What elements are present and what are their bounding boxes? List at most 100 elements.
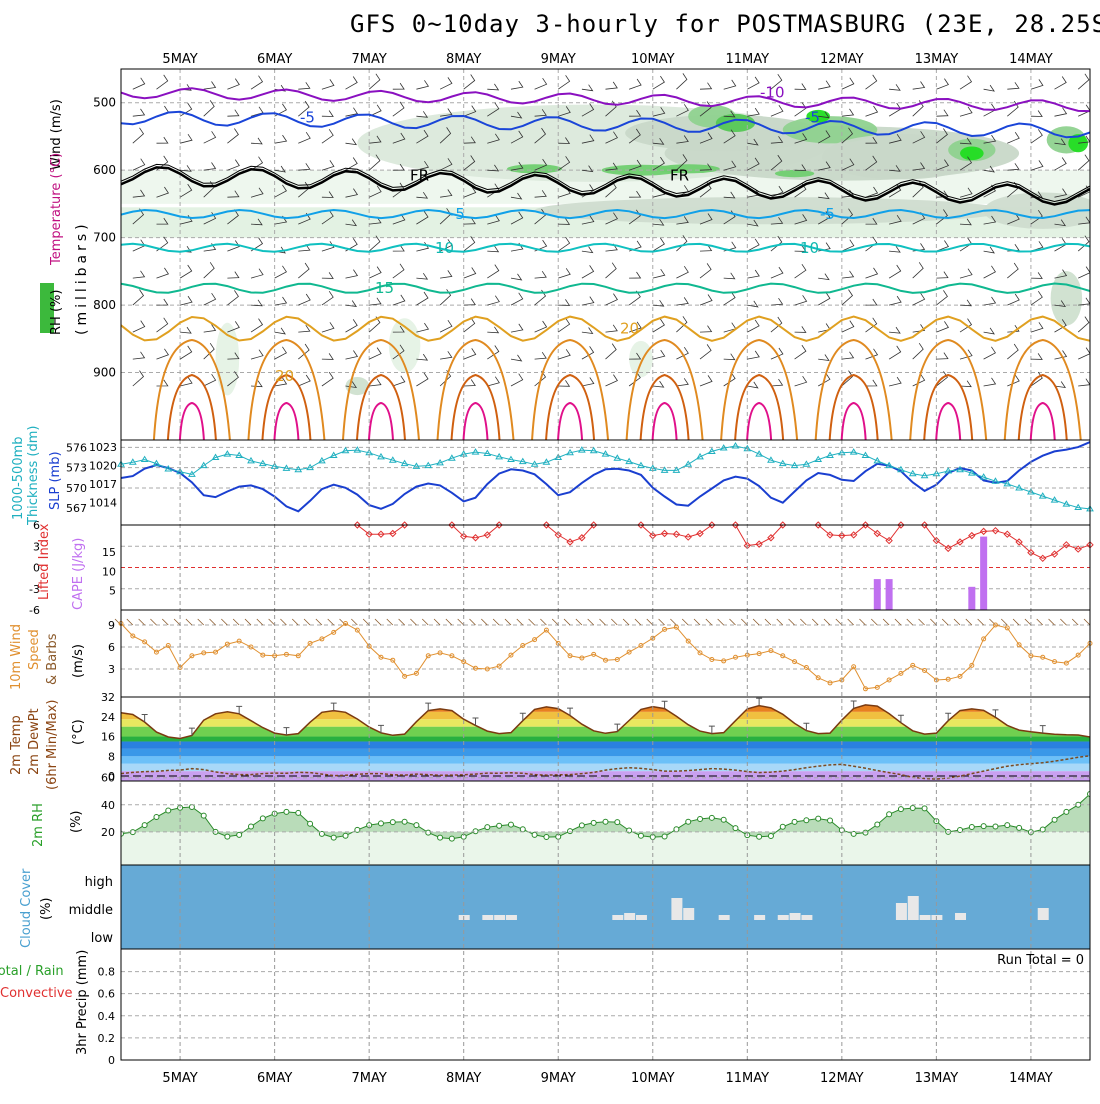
wind-barb-10m <box>682 619 688 625</box>
wind-barb-10m <box>954 619 960 625</box>
rh-tick-label: 40 <box>101 799 115 812</box>
date-label-bottom: 10MAY <box>631 1071 675 1086</box>
wind-barb-10m <box>529 619 535 625</box>
cape-tick-label: 10 <box>102 565 116 578</box>
rh-marker <box>414 823 419 828</box>
wind-barb-10m <box>257 619 263 625</box>
isotherm-label: 20 <box>620 320 639 338</box>
date-label-bottom: 9MAY <box>541 1071 576 1086</box>
cape-bar <box>886 579 893 610</box>
thickness-tick-label: 570 <box>66 482 87 495</box>
label-thickness: 1000-500mb <box>11 436 26 520</box>
wind-barb-10m <box>304 619 310 625</box>
wind-barb-10m <box>517 619 523 625</box>
wind-barb-10m <box>588 619 594 625</box>
temp-color-band <box>121 727 1090 737</box>
label-thickness2: Thickness (dm) <box>26 426 41 526</box>
isotherm-label: -5 <box>805 109 820 127</box>
run-total: Run Total = 0 <box>997 953 1084 968</box>
wind-barb-10m <box>907 619 913 625</box>
isotherm-label: -5 <box>820 205 835 223</box>
wind-barb-10m <box>659 619 665 625</box>
slp-tick-label: 1020 <box>89 460 117 473</box>
label-wind10-b: Speed <box>27 629 42 670</box>
rh-marker <box>709 815 714 820</box>
wind-barb-10m <box>1049 619 1055 625</box>
rh-marker <box>449 836 454 841</box>
wind-barb-10m <box>706 619 712 625</box>
rh-marker <box>473 829 478 834</box>
temp-minmax-bar <box>1040 726 1046 733</box>
temp-color-band <box>121 697 1090 712</box>
rh-marker <box>804 818 809 823</box>
date-label-bottom: 7MAY <box>352 1071 387 1086</box>
label-wind10-a: 10m Wind <box>9 624 24 690</box>
wind-barb-10m <box>859 619 865 625</box>
temp-color-band <box>121 749 1090 756</box>
li-line <box>736 525 783 546</box>
rh-marker <box>733 826 738 831</box>
rh-marker <box>284 809 289 814</box>
isotherm-label: 15 <box>375 279 394 297</box>
wind-barb-10m <box>930 619 936 625</box>
date-label-top: 5MAY <box>162 52 197 67</box>
label-temp2m-b: 2m DewPt <box>27 708 42 775</box>
rh-marker <box>260 816 265 821</box>
rh-tick-label: 60 <box>101 772 115 785</box>
wind-barb-10m <box>292 619 298 625</box>
wind-barb-10m <box>410 619 416 625</box>
label-temp2m-a: 2m Temp <box>9 715 24 775</box>
wind-barb-10m <box>198 619 204 625</box>
rh-marker <box>662 834 667 839</box>
wind-barb-10m <box>753 619 759 625</box>
wind-barb-10m <box>422 619 428 625</box>
cloud-panel-bg <box>121 865 1090 949</box>
rh-marker <box>378 821 383 826</box>
wind-barb-10m <box>363 619 369 625</box>
cloud-bar <box>671 898 682 920</box>
date-label-bottom: 6MAY <box>257 1071 292 1086</box>
wind-barb-10m <box>1084 619 1090 625</box>
cloud-tick-label: high <box>85 875 113 890</box>
wind-barb-10m <box>824 619 830 625</box>
cloud-bar <box>754 915 765 920</box>
wind-barb-10m <box>493 619 499 625</box>
date-label-top: 9MAY <box>541 52 576 67</box>
precip-tick-label: 0 <box>108 1054 115 1067</box>
wind-barb-10m <box>848 619 854 625</box>
cloud-tick-label: low <box>91 931 114 946</box>
wind-barb-10m <box>871 619 877 625</box>
thickness-tick-label: 573 <box>66 462 87 475</box>
wind-tick-label: 3 <box>108 663 115 676</box>
wind-barb-10m <box>162 619 168 625</box>
rh-marker <box>686 819 691 824</box>
isotherm-label: -5 <box>300 109 315 127</box>
date-label-top: 11MAY <box>726 52 770 67</box>
rh-marker <box>1052 817 1057 822</box>
panel-frame-wind <box>121 610 1090 697</box>
rh-marker <box>910 806 915 811</box>
cloud-bar <box>801 915 812 920</box>
wind-barb-10m <box>245 619 251 625</box>
wind-barb-10m <box>789 619 795 625</box>
isotherm-label: FR <box>670 167 689 185</box>
rh-marker <box>1017 825 1022 830</box>
wind-barb-10m <box>316 619 322 625</box>
temp-color-band <box>121 741 1090 748</box>
wind-barb-10m <box>1025 619 1031 625</box>
wind-barb-10m <box>989 619 995 625</box>
wind-barb-10m <box>328 619 334 625</box>
rh-marker <box>757 834 762 839</box>
wind-barb-10m <box>127 619 133 625</box>
wind-barb-10m <box>670 619 676 625</box>
precip-tick-label: 0.4 <box>98 1010 116 1023</box>
rh-marker <box>1005 823 1010 828</box>
wind-barb-10m <box>210 619 216 625</box>
date-label-bottom: 13MAY <box>915 1071 959 1086</box>
thickness-tick-label: 576 <box>66 441 87 454</box>
label-precip-convective: Convective <box>0 986 73 1001</box>
cloud-bar <box>636 915 647 920</box>
date-label-top: 12MAY <box>820 52 864 67</box>
cloud-bar <box>683 908 694 920</box>
rh-marker <box>792 819 797 824</box>
